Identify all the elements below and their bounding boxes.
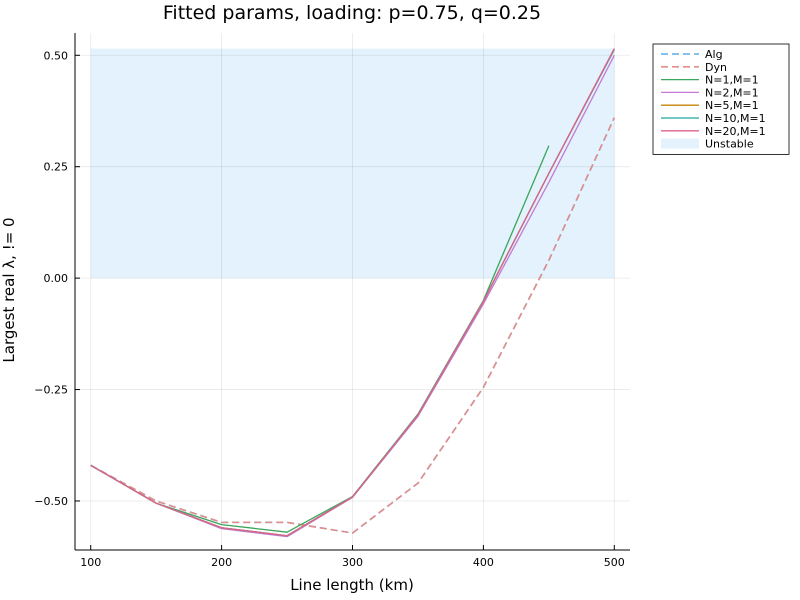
- legend-swatch: [661, 138, 699, 149]
- y-tick-label: −0.25: [34, 384, 68, 397]
- legend-label: N=2,M=1: [705, 86, 759, 99]
- legend-label: N=20,M=1: [705, 125, 766, 138]
- unstable-region: [90, 48, 615, 279]
- y-tick-label: 0.25: [44, 161, 69, 174]
- chart-title: Fitted params, loading: p=0.75, q=0.25: [163, 2, 541, 24]
- legend-label: Unstable: [705, 138, 754, 151]
- legend-box: [652, 43, 790, 155]
- x-tick-label: 300: [342, 556, 363, 569]
- legend-label: N=5,M=1: [705, 99, 759, 112]
- x-axis-label: Line length (km): [290, 576, 414, 594]
- series-line-n-20-m-1: [90, 48, 615, 537]
- legend-label: Dyn: [705, 61, 727, 74]
- x-tick-label: 100: [80, 556, 101, 569]
- x-tick-label: 200: [211, 556, 232, 569]
- series-line-dyn: [90, 117, 616, 534]
- y-tick-label: 0.00: [44, 272, 69, 285]
- legend-label: Alg: [705, 48, 723, 61]
- legend-label: N=10,M=1: [705, 112, 766, 125]
- x-tick-label: 500: [604, 556, 625, 569]
- legend: AlgDynN=1,M=1N=2,M=1N=5,M=1N=10,M=1N=20,…: [652, 43, 790, 155]
- y-tick-label: 0.50: [44, 49, 69, 62]
- plot-area: 100 200 300 400 500 −0.50 −0.25 0.00 0.25 0.50: [34, 33, 630, 569]
- y-axis-label: Largest real λ, != 0: [0, 217, 18, 362]
- legend-label: N=1,M=1: [705, 74, 759, 87]
- x-tick-label: 400: [473, 556, 494, 569]
- y-tick-label: −0.50: [34, 495, 68, 508]
